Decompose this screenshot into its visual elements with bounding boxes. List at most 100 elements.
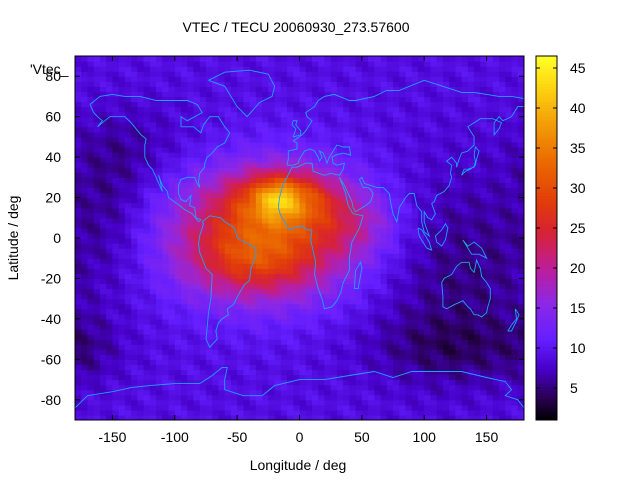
heatmap-cell <box>324 167 332 173</box>
heatmap-cell <box>299 318 307 325</box>
heatmap-cell <box>480 354 488 360</box>
heatmap-cell <box>486 278 494 285</box>
heatmap-cell <box>492 409 500 416</box>
heatmap-cell <box>449 182 457 189</box>
heatmap-cell <box>455 187 463 194</box>
heatmap-cell <box>311 141 319 148</box>
heatmap-cell <box>461 217 469 224</box>
heatmap-cell <box>324 318 332 325</box>
heatmap-cell <box>311 232 319 239</box>
heatmap-cell <box>474 86 481 92</box>
heatmap-cell <box>218 81 226 87</box>
heatmap-cell <box>287 56 294 62</box>
heatmap-cell <box>75 298 82 305</box>
heatmap-cell <box>75 364 82 371</box>
heatmap-cell <box>131 273 138 280</box>
heatmap-cell <box>137 248 145 254</box>
heatmap-cell <box>193 298 201 305</box>
heatmap-cell <box>249 136 257 143</box>
heatmap-cell <box>380 217 388 224</box>
heatmap-cell <box>305 187 313 194</box>
heatmap-cell <box>480 238 488 244</box>
heatmap-cell <box>112 258 120 264</box>
heatmap-cell <box>393 318 400 325</box>
heatmap-cell <box>118 379 126 386</box>
heatmap-cell <box>499 56 506 62</box>
heatmap-cell <box>442 369 450 376</box>
heatmap-cell <box>499 399 506 406</box>
heatmap-cell <box>199 379 207 386</box>
heatmap-cell <box>243 318 251 325</box>
heatmap-cell <box>380 162 388 168</box>
heatmap-cell <box>499 227 506 234</box>
heatmap-cell <box>137 238 145 244</box>
heatmap-cell <box>430 379 438 386</box>
heatmap-cell <box>193 263 201 269</box>
heatmap-cell <box>237 359 244 365</box>
heatmap-cell <box>386 116 394 123</box>
heatmap-cell <box>131 152 138 158</box>
heatmap-cell <box>262 238 269 244</box>
heatmap-cell <box>106 167 114 173</box>
heatmap-cell <box>461 187 469 194</box>
heatmap-cell <box>118 182 126 189</box>
heatmap-cell <box>442 409 450 416</box>
heatmap-cell <box>393 278 400 285</box>
heatmap-cell <box>474 222 481 229</box>
heatmap-cell <box>212 273 220 280</box>
heatmap-cell <box>287 268 294 274</box>
heatmap-cell <box>305 126 313 133</box>
heatmap-cell <box>474 56 481 62</box>
heatmap-cell <box>112 177 120 183</box>
heatmap-cell <box>287 273 294 280</box>
heatmap-cell <box>187 318 195 325</box>
heatmap-cell <box>262 61 269 67</box>
heatmap-cell <box>380 409 388 416</box>
heatmap-cell <box>75 359 82 365</box>
heatmap-cell <box>93 197 101 204</box>
heatmap-cell <box>181 248 188 254</box>
heatmap-cell <box>486 414 494 420</box>
heatmap-cell <box>330 293 338 300</box>
heatmap-cell <box>324 192 332 199</box>
heatmap-cell <box>268 192 276 199</box>
heatmap-cell <box>361 76 369 82</box>
heatmap-cell <box>181 152 188 158</box>
heatmap-cell <box>112 283 120 290</box>
heatmap-cell <box>336 121 344 128</box>
heatmap-cell <box>355 187 363 194</box>
heatmap-cell <box>299 61 307 67</box>
heatmap-cell <box>467 253 475 259</box>
heatmap-cell <box>112 313 120 320</box>
heatmap-cell <box>118 91 126 98</box>
heatmap-cell <box>355 329 363 335</box>
heatmap-cell <box>311 313 319 320</box>
heatmap-cell <box>336 359 344 365</box>
heatmap-cell <box>430 298 438 305</box>
heatmap-cell <box>424 91 432 98</box>
heatmap-cell <box>368 121 375 128</box>
heatmap-cell <box>417 111 425 118</box>
heatmap-cell <box>467 344 475 350</box>
heatmap-cell <box>405 253 413 259</box>
heatmap-cell <box>93 273 101 280</box>
heatmap-cell <box>299 414 307 420</box>
heatmap-cell <box>262 369 269 376</box>
heatmap-cell <box>99 384 107 391</box>
heatmap-cell <box>118 313 126 320</box>
heatmap-cell <box>486 344 494 350</box>
heatmap-cell <box>81 364 89 371</box>
heatmap-cell <box>492 101 500 108</box>
heatmap-cell <box>355 293 363 300</box>
heatmap-cell <box>212 288 220 295</box>
heatmap-cell <box>336 131 344 138</box>
heatmap-cell <box>424 167 432 173</box>
heatmap-cell <box>424 283 432 290</box>
heatmap-cell <box>411 384 419 391</box>
heatmap-cell <box>149 268 157 274</box>
heatmap-cell <box>380 212 388 219</box>
heatmap-cell <box>355 248 363 254</box>
heatmap-cell <box>75 243 82 249</box>
heatmap-cell <box>330 268 338 274</box>
